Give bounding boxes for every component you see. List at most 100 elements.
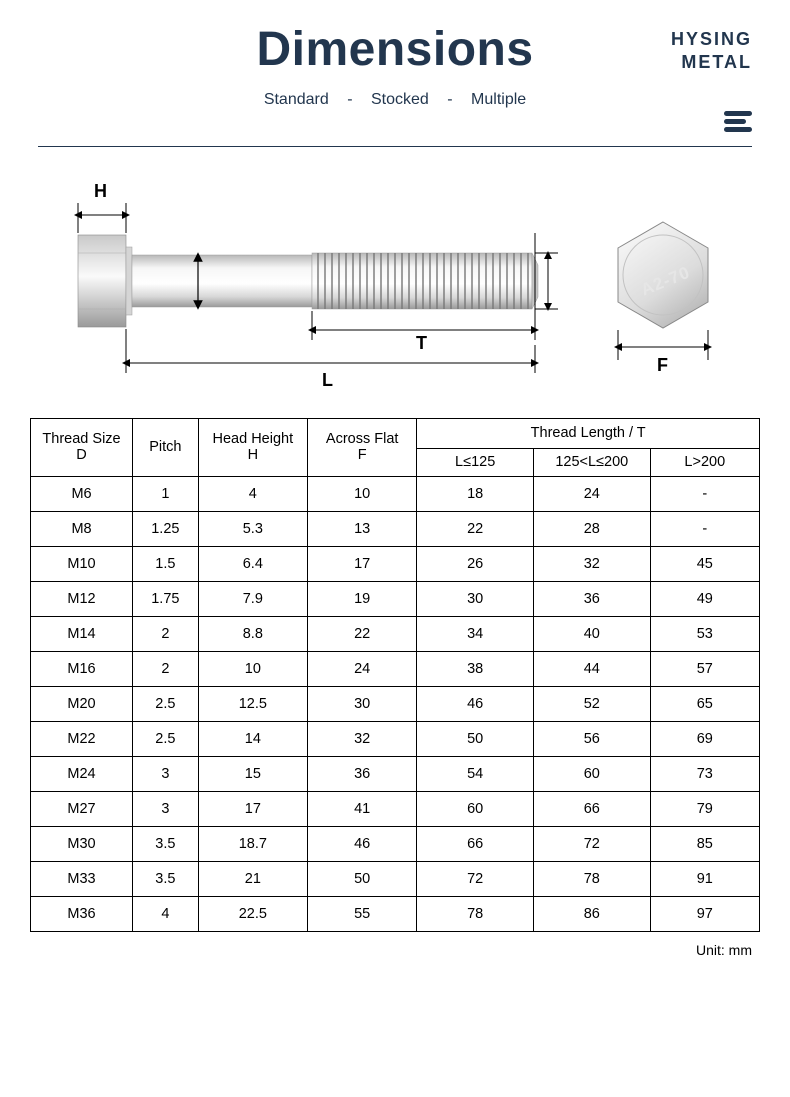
table-row: M81.255.3132228-: [31, 511, 760, 546]
table-cell: 55: [308, 896, 417, 931]
table-header-row-1: Thread SizeD Pitch Head HeightH Across F…: [31, 418, 760, 448]
table-cell: 10: [198, 651, 307, 686]
brand-icon: [632, 111, 752, 132]
table-row: M614101824-: [31, 476, 760, 511]
table-cell: 69: [650, 721, 759, 756]
table-cell: 65: [650, 686, 759, 721]
table-cell: 24: [533, 476, 650, 511]
col-across-flat: Across FlatF: [308, 418, 417, 476]
table-cell: 18: [417, 476, 534, 511]
table-cell: 2.5: [133, 686, 199, 721]
page-title: Dimensions: [158, 22, 632, 77]
table-cell: 53: [650, 616, 759, 651]
table-cell: 3.5: [133, 826, 199, 861]
col-pitch: Pitch: [133, 418, 199, 476]
table-cell: 49: [650, 581, 759, 616]
table-cell: M30: [31, 826, 133, 861]
dim-label-h: H: [94, 181, 107, 202]
table-cell: 3: [133, 756, 199, 791]
table-cell: 50: [417, 721, 534, 756]
table-cell: M22: [31, 721, 133, 756]
table-cell: 2: [133, 651, 199, 686]
table-cell: 26: [417, 546, 534, 581]
table-cell: 85: [650, 826, 759, 861]
table-cell: 78: [417, 896, 534, 931]
table-cell: 14: [198, 721, 307, 756]
col-thread-length-group: Thread Length / T: [417, 418, 760, 448]
table-cell: 57: [650, 651, 759, 686]
table-cell: 54: [417, 756, 534, 791]
table-cell: 36: [533, 581, 650, 616]
table-cell: 8.8: [198, 616, 307, 651]
table-cell: 52: [533, 686, 650, 721]
brand-line1: HYSING: [632, 28, 752, 51]
table-cell: 46: [308, 826, 417, 861]
header: Dimensions Standard - Stocked - Multiple…: [0, 0, 790, 132]
table-row: M36422.555788697: [31, 896, 760, 931]
table-cell: 1.25: [133, 511, 199, 546]
table-cell: 6.4: [198, 546, 307, 581]
table-row: M202.512.530465265: [31, 686, 760, 721]
table-cell: 22: [308, 616, 417, 651]
col-l125: L≤125: [417, 448, 534, 476]
col-thread-size: Thread SizeD: [31, 418, 133, 476]
divider: [38, 146, 752, 147]
table-row: M2731741606679: [31, 791, 760, 826]
table-cell: 60: [533, 756, 650, 791]
brand-block: HYSING METAL: [632, 22, 752, 132]
table-cell: 1: [133, 476, 199, 511]
col-head-height: Head HeightH: [198, 418, 307, 476]
table-cell: 15: [198, 756, 307, 791]
table-cell: 17: [198, 791, 307, 826]
dimensions-table: Thread SizeD Pitch Head HeightH Across F…: [30, 418, 760, 932]
table-cell: 17: [308, 546, 417, 581]
unit-label: Unit: mm: [0, 942, 752, 958]
col-lgt200: L>200: [650, 448, 759, 476]
table-cell: 4: [133, 896, 199, 931]
table-cell: 22.5: [198, 896, 307, 931]
separator: -: [347, 91, 352, 108]
table-cell: M6: [31, 476, 133, 511]
table-row: M222.51432505669: [31, 721, 760, 756]
table-cell: 73: [650, 756, 759, 791]
bolt-diagram: A2-70 H T L F: [38, 175, 752, 400]
table-cell: 21: [198, 861, 307, 896]
table-cell: 46: [417, 686, 534, 721]
table-cell: 56: [533, 721, 650, 756]
table-cell: 10: [308, 476, 417, 511]
table-cell: 34: [417, 616, 534, 651]
table-cell: 5.3: [198, 511, 307, 546]
subtitle-standard: Standard: [264, 91, 329, 108]
table-cell: 4: [198, 476, 307, 511]
table-cell: 22: [417, 511, 534, 546]
table-cell: 45: [650, 546, 759, 581]
table-cell: M36: [31, 896, 133, 931]
separator: -: [447, 91, 452, 108]
table-cell: M12: [31, 581, 133, 616]
table-cell: M16: [31, 651, 133, 686]
dim-label-f: F: [657, 355, 668, 376]
table-cell: 3: [133, 791, 199, 826]
table-cell: M8: [31, 511, 133, 546]
table-row: M333.52150727891: [31, 861, 760, 896]
table-cell: 66: [533, 791, 650, 826]
table-cell: 86: [533, 896, 650, 931]
table-cell: M10: [31, 546, 133, 581]
table-cell: 44: [533, 651, 650, 686]
col-l200: 125<L≤200: [533, 448, 650, 476]
table-cell: M27: [31, 791, 133, 826]
table-cell: -: [650, 476, 759, 511]
table-cell: 60: [417, 791, 534, 826]
table-cell: 32: [308, 721, 417, 756]
subtitle-row: Standard - Stocked - Multiple: [158, 91, 632, 109]
table-row: M1621024384457: [31, 651, 760, 686]
table-cell: 19: [308, 581, 417, 616]
table-cell: M33: [31, 861, 133, 896]
table-row: M303.518.746667285: [31, 826, 760, 861]
table-row: M101.56.417263245: [31, 546, 760, 581]
table-cell: 28: [533, 511, 650, 546]
table-cell: 3.5: [133, 861, 199, 896]
table-cell: 72: [533, 826, 650, 861]
table-cell: 72: [417, 861, 534, 896]
table-cell: 12.5: [198, 686, 307, 721]
